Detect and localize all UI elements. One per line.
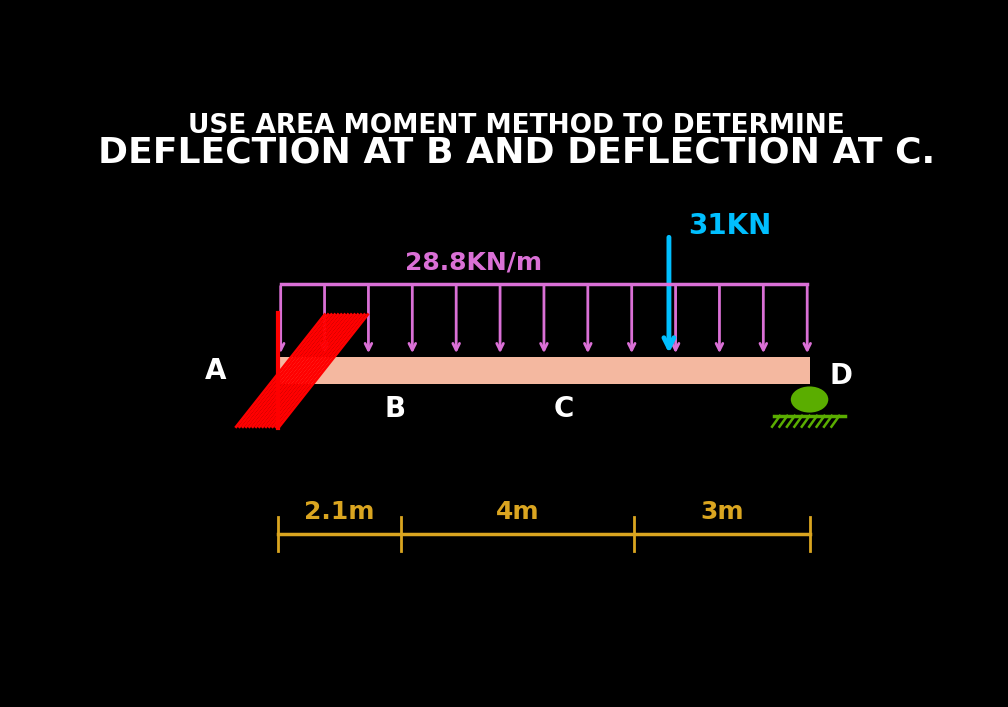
Text: 4m: 4m [496,500,539,524]
Text: 28.8KN/m: 28.8KN/m [405,251,542,275]
Text: D: D [829,363,852,390]
Text: A: A [205,356,227,385]
Bar [278,357,809,385]
Text: 31KN: 31KN [688,212,772,240]
Text: C: C [553,395,574,423]
Text: 3m: 3m [701,500,744,524]
Text: B: B [385,395,406,423]
Text: 2.1m: 2.1m [304,500,375,524]
Text: USE AREA MOMENT METHOD TO DETERMINE: USE AREA MOMENT METHOD TO DETERMINE [188,112,845,139]
Circle shape [791,387,829,413]
Text: DEFLECTION AT B AND DEFLECTION AT C.: DEFLECTION AT B AND DEFLECTION AT C. [98,136,935,170]
